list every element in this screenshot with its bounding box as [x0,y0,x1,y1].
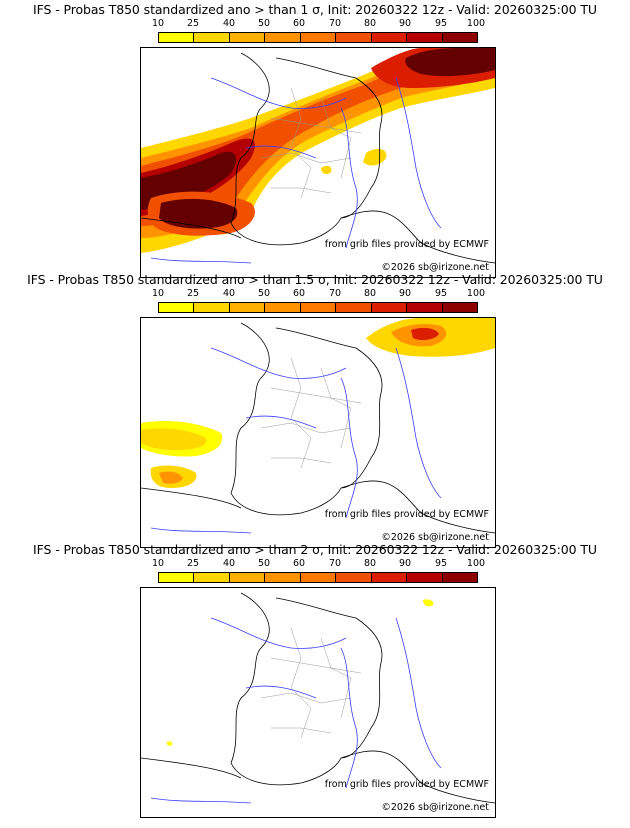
legend-label: 90 [398,558,412,569]
legend-swatch [442,573,477,582]
legend-swatch [407,33,443,42]
legend-swatch [159,33,195,42]
legend-label: 50 [257,558,271,569]
legend-label: 40 [222,288,236,299]
legend-label: 95 [434,288,448,299]
legend-label: 90 [398,288,412,299]
legend-colorbar [158,302,478,313]
legend-swatch [194,33,230,42]
legend-swatch [407,303,443,312]
legend-swatch [194,303,230,312]
legend-label: 50 [257,288,271,299]
country-borders [141,322,495,534]
legend-swatch [159,303,195,312]
legend-label: 25 [186,558,200,569]
legend-label: 10 [151,18,165,29]
legend-label: 40 [222,18,236,29]
copyright-credit: ©2026 sb@irizone.net [381,532,489,543]
panel-3: IFS - Probas T850 standardized ano > tha… [0,540,630,818]
legend-swatch [300,33,337,42]
country-borders [141,592,495,804]
region-borders [260,627,362,739]
legend-swatch [300,573,337,582]
legend-label: 100 [466,558,486,569]
legend-swatch [336,33,372,42]
legend-label: 80 [363,558,377,569]
region-borders [260,357,362,469]
legend-label: 100 [466,288,486,299]
rivers [150,77,442,264]
legend-swatch [371,33,408,42]
legend-swatch [442,33,477,42]
legend-label: 10 [151,288,165,299]
legend-swatch [442,303,477,312]
country-borders [141,52,495,264]
probability-map: from grib files provided by ECMWF ©2026 … [140,317,496,548]
legend-swatch [336,573,372,582]
probability-shading [141,48,495,253]
legend-label: 60 [292,288,306,299]
legend-label: 70 [328,18,342,29]
legend-labels: 10 25 40 50 60 70 80 90 95 100 [140,288,485,300]
rivers [150,617,442,804]
legend-swatch [194,573,230,582]
probability-map: from grib files provided by ECMWF ©2026 … [140,587,496,818]
probability-shading [141,318,495,488]
rivers [150,347,442,534]
legend-label: 80 [363,18,377,29]
legend-swatch [265,303,301,312]
legend-labels: 10 25 40 50 60 70 80 90 95 100 [140,558,485,570]
legend-colorbar [158,32,478,43]
panel-title: IFS - Probas T850 standardized ano > tha… [27,272,603,287]
panel-2: IFS - Probas T850 standardized ano > tha… [0,270,630,548]
legend-swatch [159,573,195,582]
legend-label: 10 [151,558,165,569]
legend-label: 80 [363,288,377,299]
legend-label: 25 [186,18,200,29]
legend-swatch [265,33,301,42]
source-credit: from grib files provided by ECMWF [324,509,489,520]
legend-label: 70 [328,558,342,569]
source-credit: from grib files provided by ECMWF [324,239,489,250]
legend-label: 100 [466,18,486,29]
legend-label: 95 [434,558,448,569]
legend-swatch [371,573,408,582]
legend-label: 60 [292,558,306,569]
legend-swatch [229,303,266,312]
legend-colorbar [158,572,478,583]
copyright-credit: ©2026 sb@irizone.net [381,802,489,813]
legend-swatch [265,573,301,582]
probability-shading [166,599,434,746]
panel-title: IFS - Probas T850 standardized ano > tha… [33,542,597,557]
legend-swatch [407,573,443,582]
legend-label: 50 [257,18,271,29]
legend-label: 95 [434,18,448,29]
legend-label: 90 [398,18,412,29]
copyright-credit: ©2026 sb@irizone.net [381,262,489,273]
region-borders [260,87,362,199]
legend-swatch [229,573,266,582]
panel-title: IFS - Probas T850 standardized ano > tha… [33,2,597,17]
legend-label: 25 [186,288,200,299]
legend-swatch [371,303,408,312]
legend-label: 70 [328,288,342,299]
legend-swatch [300,303,337,312]
legend-label: 40 [222,558,236,569]
legend-swatch [336,303,372,312]
source-credit: from grib files provided by ECMWF [324,779,489,790]
legend-labels: 10 25 40 50 60 70 80 90 95 100 [140,18,485,30]
panel-1: IFS - Probas T850 standardized ano > tha… [0,0,630,278]
legend-label: 60 [292,18,306,29]
legend-swatch [229,33,266,42]
probability-map: from grib files provided by ECMWF ©2026 … [140,47,496,278]
